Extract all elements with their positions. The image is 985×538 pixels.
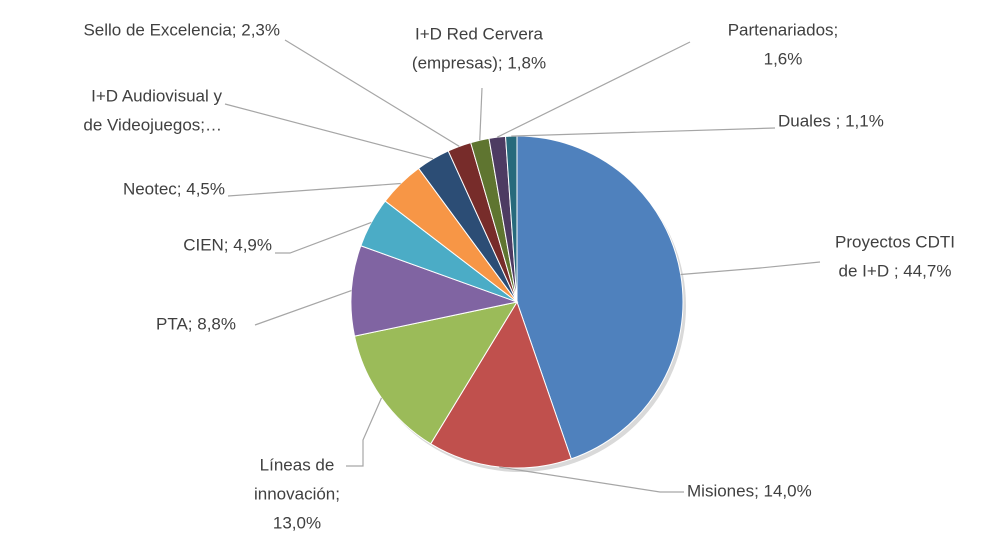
data-label: Líneas de: [260, 455, 335, 474]
pie-slice: [430, 300, 572, 469]
leader-line: [254, 289, 352, 326]
leader-line: [224, 103, 434, 160]
leader-line: [227, 182, 401, 197]
data-label: 1,6%: [764, 49, 803, 68]
pie-slice: [516, 135, 684, 460]
data-label: innovación;: [254, 484, 340, 503]
data-label: Partenariados;: [728, 20, 839, 39]
data-label: Duales ; 1,1%: [778, 111, 884, 130]
data-label: Neotec; 4,5%: [123, 179, 225, 198]
data-label: de I+D ; 44,7%: [839, 261, 952, 280]
data-label: 13,0%: [273, 513, 321, 532]
leader-line: [680, 261, 821, 276]
data-label: I+D Red Cervera: [415, 24, 544, 43]
data-label: I+D Audiovisual y: [91, 86, 222, 105]
data-label: Proyectos CDTI: [835, 232, 955, 251]
pie-slice: [353, 301, 519, 445]
data-label: CIEN; 4,9%: [183, 235, 272, 254]
leader-line: [346, 397, 383, 467]
data-label: de Videojuegos;…: [83, 115, 222, 134]
data-label: Sello de Excelencia; 2,3%: [83, 20, 280, 39]
leader-line: [511, 127, 776, 137]
leader-line: [275, 221, 372, 254]
leader-line: [284, 39, 460, 147]
leader-line: [479, 87, 483, 141]
data-label: Misiones; 14,0%: [687, 481, 812, 500]
data-label: (empresas); 1,8%: [412, 53, 546, 72]
pie-slice: [350, 245, 519, 337]
leader-line: [496, 41, 691, 138]
leader-line: [499, 466, 684, 493]
data-label: PTA; 8,8%: [156, 314, 236, 333]
